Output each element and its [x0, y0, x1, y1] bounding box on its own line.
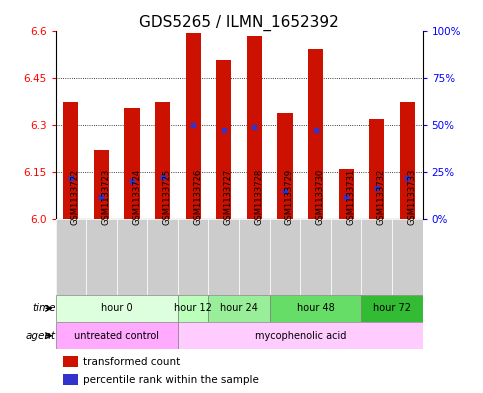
Bar: [239, 219, 270, 295]
Text: transformed count: transformed count: [83, 357, 180, 367]
Text: GSM1133733: GSM1133733: [407, 169, 416, 225]
Title: GDS5265 / ILMN_1652392: GDS5265 / ILMN_1652392: [139, 15, 339, 31]
Text: hour 0: hour 0: [101, 303, 132, 313]
Bar: [308, 49, 323, 219]
Text: GSM1133728: GSM1133728: [255, 169, 263, 225]
Bar: [300, 219, 331, 295]
Bar: [185, 33, 201, 219]
Bar: [63, 356, 78, 367]
Text: hour 12: hour 12: [174, 303, 212, 313]
Text: hour 72: hour 72: [373, 303, 411, 313]
Bar: [63, 102, 78, 219]
Bar: [147, 219, 178, 295]
Bar: [400, 102, 415, 219]
Text: GSM1133732: GSM1133732: [377, 169, 386, 225]
Text: time: time: [32, 303, 56, 313]
Bar: [216, 60, 231, 219]
Bar: [155, 102, 170, 219]
Text: GSM1133725: GSM1133725: [163, 169, 171, 225]
Bar: [94, 150, 109, 219]
Text: hour 48: hour 48: [297, 303, 334, 313]
Text: agent: agent: [26, 331, 56, 341]
Bar: [178, 219, 209, 295]
Bar: [277, 113, 293, 219]
Bar: [392, 219, 423, 295]
Bar: [117, 219, 147, 295]
Bar: [125, 108, 140, 219]
Text: GSM1133729: GSM1133729: [285, 169, 294, 225]
Bar: [56, 219, 86, 295]
Text: GSM1133727: GSM1133727: [224, 169, 233, 225]
Bar: [339, 169, 354, 219]
Bar: [178, 322, 423, 349]
Text: percentile rank within the sample: percentile rank within the sample: [83, 375, 259, 385]
Bar: [270, 295, 361, 322]
Text: GSM1133723: GSM1133723: [101, 169, 111, 225]
Bar: [56, 295, 178, 322]
Bar: [209, 295, 270, 322]
Bar: [361, 295, 423, 322]
Bar: [331, 219, 361, 295]
Bar: [369, 119, 384, 219]
Bar: [178, 295, 209, 322]
Text: untreated control: untreated control: [74, 331, 159, 341]
Text: mycophenolic acid: mycophenolic acid: [255, 331, 346, 341]
Text: GSM1133726: GSM1133726: [193, 169, 202, 225]
Text: GSM1133724: GSM1133724: [132, 169, 141, 225]
Bar: [247, 36, 262, 219]
Text: GSM1133730: GSM1133730: [315, 169, 325, 225]
Bar: [63, 374, 78, 385]
Bar: [361, 219, 392, 295]
Bar: [86, 219, 117, 295]
Bar: [56, 322, 178, 349]
Text: GSM1133731: GSM1133731: [346, 169, 355, 225]
Bar: [209, 219, 239, 295]
Text: GSM1133722: GSM1133722: [71, 169, 80, 225]
Text: hour 24: hour 24: [220, 303, 258, 313]
Bar: [270, 219, 300, 295]
